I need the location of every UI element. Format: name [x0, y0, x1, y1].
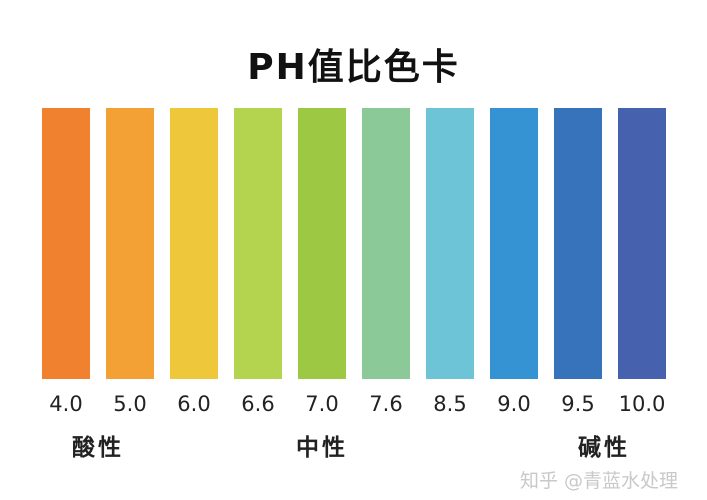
ph-value-label: 6.6	[241, 392, 275, 416]
swatch-6.6	[234, 108, 282, 379]
chart-title: PH值比色卡	[247, 47, 460, 88]
swatch-8.5	[426, 108, 474, 379]
ph-value-label: 5.0	[113, 392, 147, 416]
swatch-7.6	[362, 108, 410, 379]
ph-value-label: 7.0	[305, 392, 339, 416]
swatch-6.0	[170, 108, 218, 379]
swatch-9.5	[554, 108, 602, 379]
ph-value-label: 9.5	[561, 392, 595, 416]
swatch-10.0	[618, 108, 666, 379]
group-label-acidic: 酸性	[72, 435, 124, 461]
ph-value-label: 9.0	[497, 392, 531, 416]
ph-value-label: 10.0	[618, 392, 666, 416]
ph-value-label: 7.6	[369, 392, 403, 416]
swatch-7.0	[298, 108, 346, 379]
swatch-5.0	[106, 108, 154, 379]
swatch-9.0	[490, 108, 538, 379]
group-label-alkaline: 碱性	[578, 435, 630, 461]
watermark: 知乎 @青蓝水处理	[520, 470, 679, 492]
ph-value-label: 4.0	[49, 392, 83, 416]
ph-value-label: 6.0	[177, 392, 211, 416]
group-label-neutral: 中性	[296, 435, 348, 461]
swatch-4.0	[42, 108, 90, 379]
ph-value-label: 8.5	[433, 392, 467, 416]
